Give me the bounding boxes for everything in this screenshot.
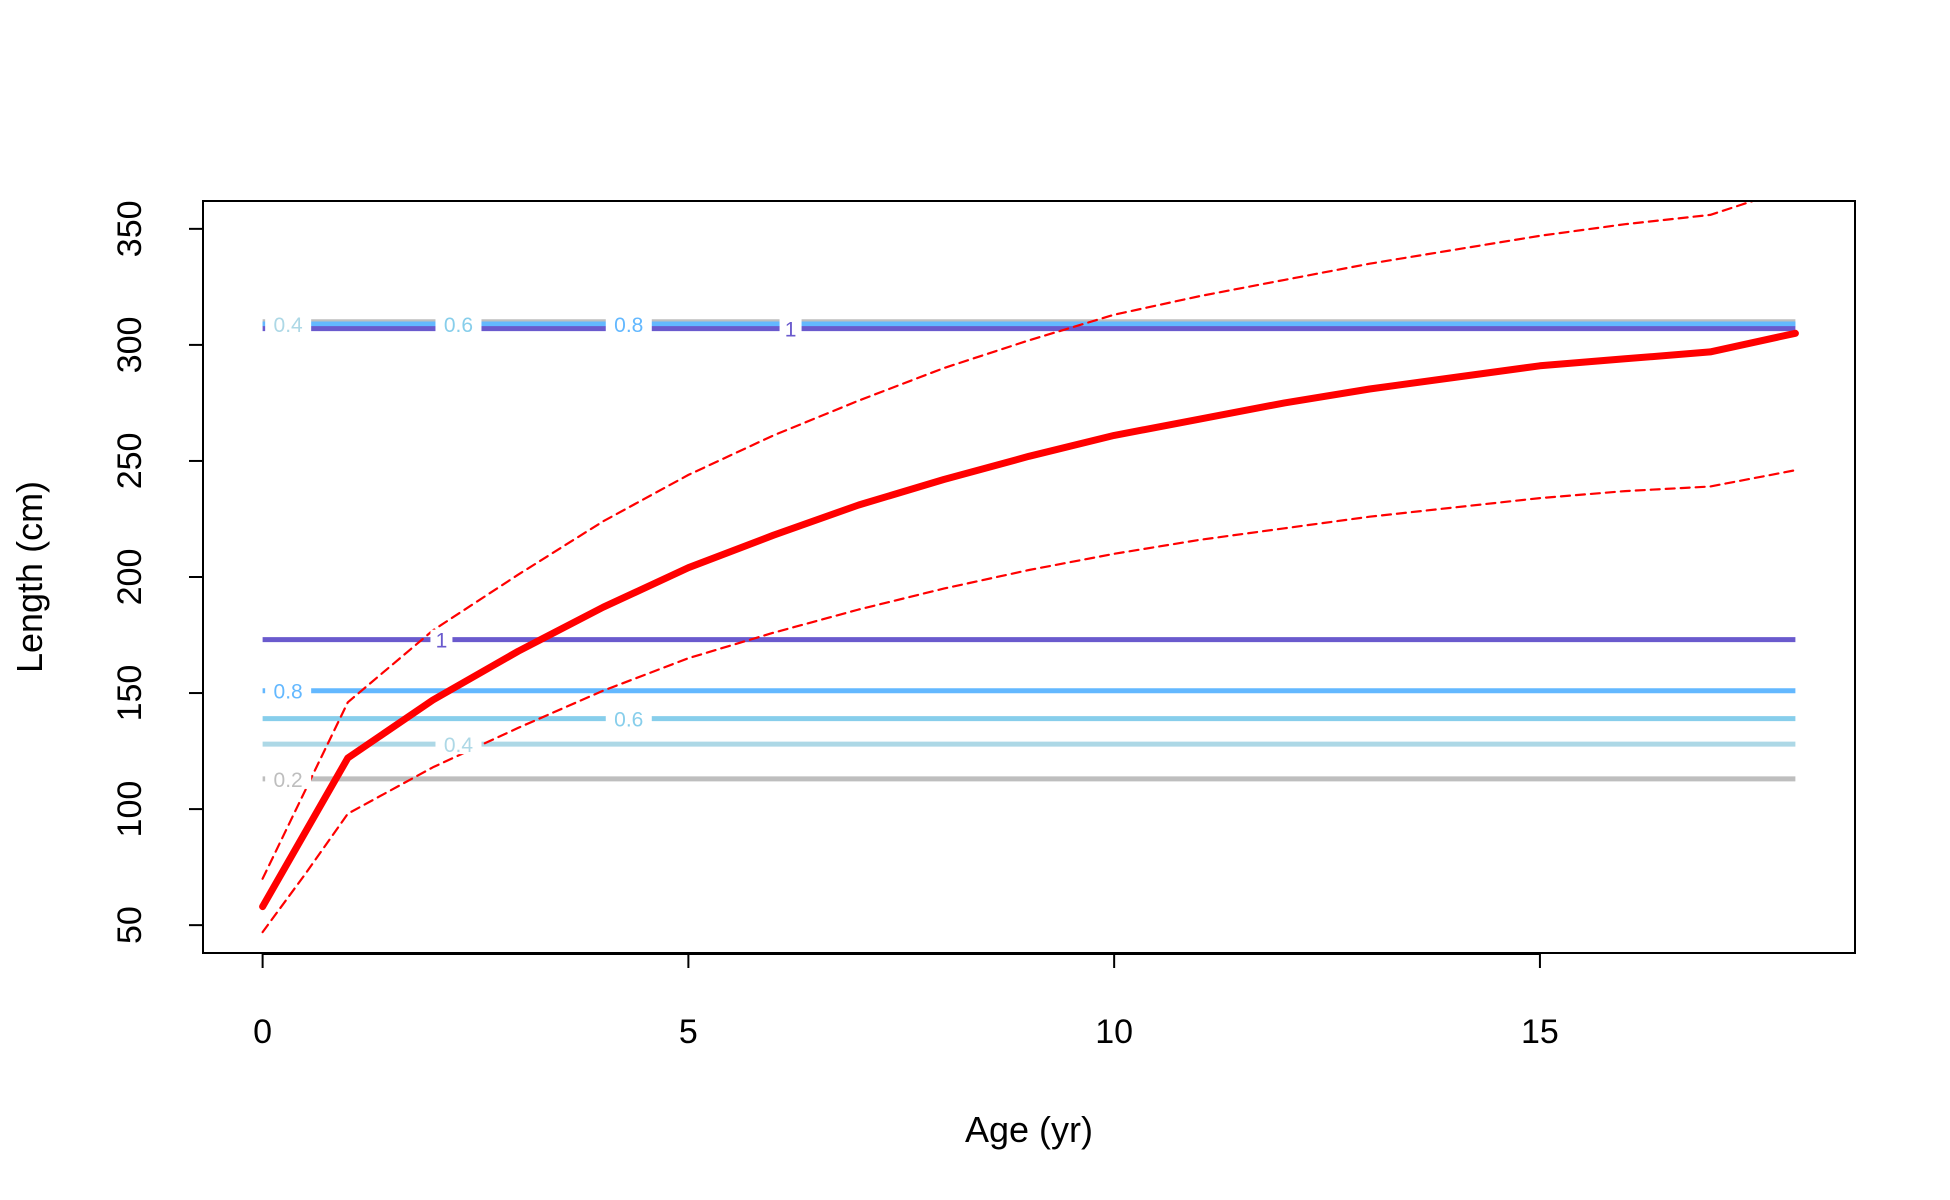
contour-label: 0.6: [614, 709, 643, 732]
contour-label-gap: [435, 314, 482, 335]
contour-label: 0.4: [274, 314, 304, 337]
contour-label: 0.8: [614, 314, 643, 337]
y-tick-label: 100: [111, 781, 149, 838]
contour-label: 0.8: [274, 681, 303, 704]
contour-label-gap: [605, 708, 652, 729]
contour-label-gap: [265, 768, 312, 789]
contour-label: 1: [436, 630, 448, 653]
contour-labels: 0.2 0.4 0.6 0.8 1 0.4 0.6 0.8 1: [265, 314, 802, 792]
x-tick-label: 0: [253, 1013, 272, 1051]
y-axis: 50 100 150 200 250 300 350: [111, 200, 204, 944]
contour-lines: [262, 319, 1796, 782]
x-tick-label: 10: [1095, 1013, 1133, 1051]
y-tick-label: 350: [111, 200, 149, 257]
y-axis-title: Length (cm): [9, 481, 50, 673]
x-axis: 0 5 10 15: [253, 953, 1559, 1051]
lower-interval-line: [261, 469, 1797, 934]
x-tick-label: 15: [1521, 1013, 1559, 1051]
y-tick-label: 250: [111, 433, 149, 490]
y-tick-label: 50: [111, 906, 149, 944]
mean-length-line: [259, 329, 1799, 911]
x-axis-title: Age (yr): [965, 1109, 1093, 1150]
contour-label-gap: [265, 314, 312, 335]
x-tick-label: 5: [679, 1013, 698, 1051]
y-tick-label: 300: [111, 317, 149, 374]
y-tick-label: 150: [111, 665, 149, 722]
contour-label-gap: [265, 680, 312, 701]
growth-curves: [259, 201, 1799, 934]
y-tick-label: 200: [111, 549, 149, 606]
contour-label-gap: [435, 734, 482, 755]
contour-label: 0.4: [444, 734, 474, 757]
contour-label: 1: [785, 319, 797, 342]
contour-label-gap: [779, 318, 802, 339]
contour-label: 0.2: [274, 769, 303, 792]
contour-label-gap: [605, 314, 652, 335]
upper-interval-line: [261, 201, 1757, 880]
contour-label: 0.6: [444, 314, 473, 337]
contour-label-gap: [430, 629, 453, 650]
